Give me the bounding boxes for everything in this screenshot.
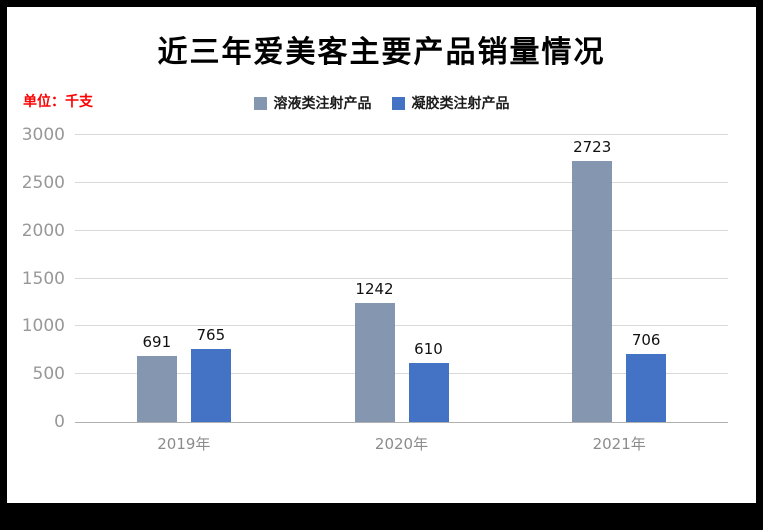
gridline [75,325,728,327]
bar [408,363,449,422]
legend-item-solution: 溶液类注射产品 [253,93,372,113]
gridline [75,229,728,231]
x-tick-label: 2020年 [374,435,429,453]
bar [190,348,231,422]
bar-value-label: 610 [414,340,443,359]
gridline [75,277,728,279]
bar-column: 691 [136,332,177,422]
bar-group: 2723 706 [572,137,667,422]
x-axis-labels: 2019年 2020年 2021年 [75,433,728,457]
bar-value-label: 706 [631,331,661,350]
legend-item-gel: 凝胶类注射产品 [391,93,510,113]
y-tick-label: 2000 [21,220,65,241]
gridline [75,373,728,375]
gridline [75,181,728,183]
y-tick-label: 500 [32,364,65,385]
y-axis-labels: 0 500 1000 1500 2000 2500 3000 [7,125,65,432]
legend-label-gel: 凝胶类注射产品 [411,96,510,112]
bar-column: 2723 [572,137,613,422]
bar-value-label: 2723 [573,137,612,156]
bar-group: 1242 610 [354,279,449,422]
gridline [75,134,728,135]
bar [354,302,395,422]
y-tick-label: 1000 [21,316,65,337]
bar [626,354,667,422]
bar-column: 706 [626,331,667,422]
bar [136,355,177,422]
y-tick-label: 3000 [21,125,65,145]
legend: 溶液类注射产品 凝胶类注射产品 [7,93,756,113]
bar-column: 765 [190,325,231,422]
plot-area: 691 765 1242 610 2723 706 [75,134,728,423]
x-tick-label: 2021年 [592,435,646,453]
bar-column: 1242 [354,279,395,422]
unit-label: 单位：千支 [23,94,93,110]
legend-label-solution: 溶液类注射产品 [273,96,372,112]
y-tick-label: 2500 [21,172,65,193]
y-tick-label: 0 [54,412,65,432]
chart-title: 近三年爱美客主要产品销量情况 [157,35,606,70]
bar-value-label: 765 [196,325,226,344]
legend-swatch-gel-icon [391,96,405,110]
bar-value-label: 1242 [355,279,394,298]
chart-panel: 近三年爱美客主要产品销量情况 单位：千支 溶液类注射产品 凝胶类注射产品 0 50… [7,7,756,503]
x-tick-label: 2019年 [157,435,211,453]
bar-group: 691 765 [136,325,231,422]
bar-column: 610 [408,340,449,422]
y-tick-label: 1500 [21,268,65,289]
bar [572,160,613,422]
bar-value-label: 691 [142,332,172,351]
legend-swatch-solution-icon [253,96,267,110]
